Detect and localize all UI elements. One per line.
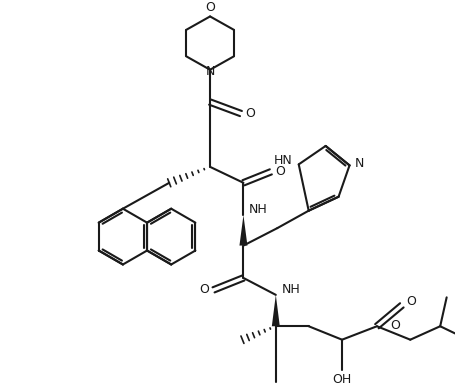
- Text: NH: NH: [248, 203, 267, 216]
- Text: N: N: [205, 65, 214, 78]
- Text: N: N: [354, 157, 364, 170]
- Text: OH: OH: [332, 373, 351, 386]
- Text: O: O: [244, 107, 254, 120]
- Text: O: O: [389, 319, 399, 332]
- Text: O: O: [205, 2, 215, 14]
- Text: NH: NH: [281, 283, 299, 296]
- Text: O: O: [405, 295, 415, 308]
- Polygon shape: [239, 215, 247, 246]
- Text: HN: HN: [273, 154, 292, 167]
- Text: O: O: [274, 165, 284, 178]
- Text: O: O: [199, 283, 209, 296]
- Polygon shape: [271, 295, 279, 326]
